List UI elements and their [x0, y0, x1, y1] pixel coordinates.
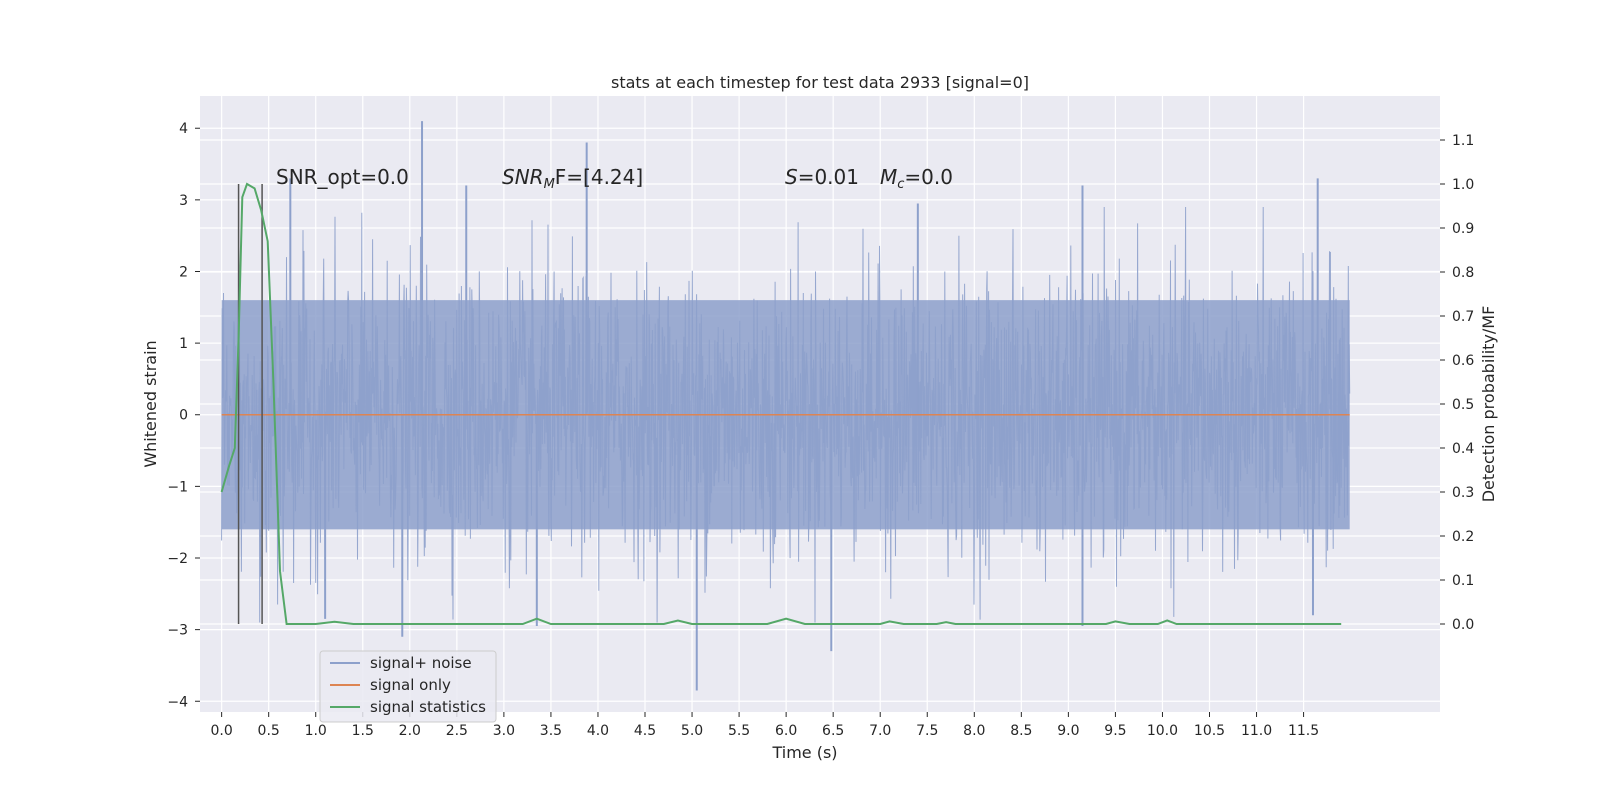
y-left-tick-label-7: 3 — [179, 193, 188, 209]
x-tick-label-3: 1.5 — [352, 723, 374, 739]
annotation-s-value: =0.01 — [798, 165, 859, 189]
y-right-tick-label-11: 1.1 — [1452, 133, 1474, 149]
signal-statistics-line — [220, 182, 1342, 625]
legend-box — [319, 650, 497, 723]
chart-title: stats at each timestep for test data 293… — [611, 73, 1029, 92]
annotation-snr-mf-sub: M — [544, 177, 555, 192]
legend-label-signal-only: signal only — [370, 676, 451, 694]
y-right-tick-label-2: 0.2 — [1452, 529, 1474, 545]
y-left-axis-label: Whitened strain — [141, 340, 160, 467]
y-left-axis-ticks: −4 −3 −2 −1 0 1 2 3 4 — [167, 121, 200, 710]
noise-line — [221, 206, 1351, 623]
x-tick-label-2: 1.0 — [305, 723, 327, 739]
x-tick-label-6: 3.0 — [493, 723, 515, 739]
x-tick-label-8: 4.0 — [587, 723, 609, 739]
y-right-tick-label-3: 0.3 — [1452, 485, 1474, 501]
y-right-tick-label-10: 1.0 — [1452, 177, 1474, 193]
y-right-tick-label-8: 0.8 — [1452, 265, 1474, 281]
x-tick-label-18: 9.0 — [1057, 723, 1079, 739]
y-right-tick-label-5: 0.5 — [1452, 397, 1474, 413]
y-left-tick-label-8: 4 — [179, 121, 188, 137]
x-tick-label-12: 6.0 — [775, 723, 797, 739]
annotation-snr-mf-rest: F=[4.24] — [555, 165, 643, 189]
x-tick-label-9: 4.5 — [634, 723, 656, 739]
y-right-axis-label: Detection probability/MF — [1479, 306, 1498, 503]
annotation-mc-sub: c — [897, 177, 904, 192]
annotation-s: S=0.01 — [785, 165, 859, 189]
x-tick-label-5: 2.5 — [446, 723, 468, 739]
annotation-snr-mf-main: SNR — [502, 165, 544, 189]
y-right-tick-label-6: 0.6 — [1452, 353, 1474, 369]
x-tick-label-4: 2.0 — [399, 723, 421, 739]
y-left-tick-label-4: 0 — [179, 408, 188, 424]
y-left-tick-label-2: −2 — [167, 551, 188, 567]
x-tick-label-14: 7.0 — [869, 723, 891, 739]
x-tick-label-20: 10.0 — [1147, 723, 1178, 739]
x-tick-label-21: 10.5 — [1194, 723, 1225, 739]
y-left-tick-label-0: −4 — [167, 694, 188, 710]
y-left-tick-label-3: −1 — [167, 479, 188, 495]
x-axis-ticks: 0.0 0.5 1.0 1.5 2.0 2.5 3.0 3.5 4.0 4.5 5.0 5.5 6.0 6… — [211, 712, 1319, 739]
x-tick-label-11: 5.5 — [728, 723, 750, 739]
y-left-tick-label-5: 1 — [179, 336, 188, 352]
y-right-tick-label-4: 0.4 — [1452, 441, 1474, 457]
x-tick-label-0: 0.0 — [211, 723, 233, 739]
annotation-mc: Mc=0.0 — [880, 165, 953, 192]
annotation-mc-symbol: M — [880, 165, 897, 189]
x-tick-label-7: 3.5 — [540, 723, 562, 739]
y-right-axis-ticks: 0.0 0.1 0.2 0.3 0.4 0.5 0.6 0.7 0.8 0.9 1.0 1.1 — [1440, 133, 1474, 633]
annotation-mc-value: =0.0 — [904, 165, 953, 189]
x-tick-label-13: 6.5 — [822, 723, 844, 739]
x-tick-label-22: 11.0 — [1241, 723, 1272, 739]
x-axis-label: Time (s) — [771, 743, 837, 762]
x-tick-label-23: 11.5 — [1288, 723, 1319, 739]
legend-label-signal-noise: signal+ noise — [370, 654, 472, 672]
x-tick-label-16: 8.0 — [963, 723, 985, 739]
x-tick-label-15: 7.5 — [916, 723, 938, 739]
legend-label-signal-statistics: signal statistics — [370, 698, 486, 716]
y-left-tick-label-1: −3 — [167, 623, 188, 639]
annotation-s-symbol: S — [785, 165, 798, 189]
annotation-snr-opt: SNR_opt=0.0 — [276, 165, 409, 189]
y-right-tick-label-9: 0.9 — [1452, 221, 1474, 237]
y-right-tick-label-0: 0.0 — [1452, 617, 1474, 633]
x-tick-label-17: 8.5 — [1010, 723, 1032, 739]
legend: signal+ noise signal only signal statist… — [319, 650, 497, 723]
y-right-tick-label-7: 0.7 — [1452, 309, 1474, 325]
y-left-tick-label-6: 2 — [179, 264, 188, 280]
y-right-tick-label-1: 0.1 — [1452, 573, 1474, 589]
vertical-markers — [237, 184, 263, 624]
x-tick-label-19: 9.5 — [1104, 723, 1126, 739]
series-signal-statistics — [220, 182, 1342, 625]
annotation-snr-mf: SNRMF=[4.24] — [502, 165, 643, 192]
x-tick-label-10: 5.0 — [681, 723, 703, 739]
x-tick-label-1: 0.5 — [258, 723, 280, 739]
